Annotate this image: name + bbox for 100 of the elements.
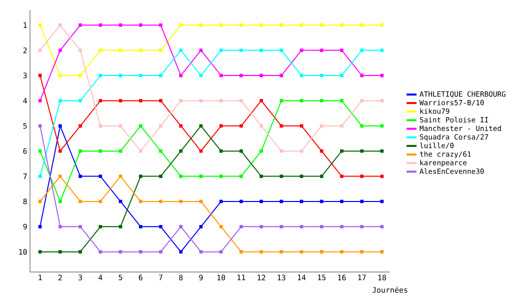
point [260, 124, 263, 128]
point [138, 48, 142, 52]
point [260, 149, 263, 153]
point [280, 124, 284, 128]
point [118, 23, 122, 27]
point [179, 174, 183, 178]
point [300, 174, 304, 178]
point [239, 48, 243, 52]
point [199, 23, 203, 27]
point [300, 250, 304, 254]
point [98, 224, 102, 228]
point [138, 74, 142, 78]
point [260, 98, 263, 102]
point [300, 124, 304, 128]
point [300, 23, 304, 27]
point [340, 149, 344, 153]
point [78, 48, 82, 52]
point [98, 98, 102, 102]
point [78, 23, 82, 27]
point [38, 48, 42, 52]
point [58, 250, 62, 254]
point [340, 200, 344, 204]
point [159, 200, 162, 204]
point [58, 124, 62, 128]
point [179, 149, 183, 153]
point [159, 149, 162, 153]
point [38, 250, 42, 254]
point [78, 250, 82, 254]
point [260, 48, 263, 52]
point [78, 98, 82, 102]
point [340, 98, 344, 102]
point [239, 149, 243, 153]
point [138, 224, 142, 228]
point [360, 224, 364, 228]
point [320, 23, 324, 27]
point [179, 74, 183, 78]
point [38, 98, 42, 102]
point [260, 250, 263, 254]
point [320, 74, 324, 78]
point [380, 149, 384, 153]
point [159, 224, 162, 228]
point [98, 250, 102, 254]
point [58, 224, 62, 228]
point [118, 224, 122, 228]
point [320, 250, 324, 254]
point [380, 23, 384, 27]
point [78, 224, 82, 228]
point [98, 74, 102, 78]
point [38, 200, 42, 204]
point [260, 74, 263, 78]
point [280, 250, 284, 254]
point [118, 174, 122, 178]
point [98, 48, 102, 52]
point [38, 224, 42, 228]
point [340, 74, 344, 78]
point [159, 48, 162, 52]
point [280, 98, 284, 102]
point [340, 224, 344, 228]
point [118, 124, 122, 128]
point [280, 174, 284, 178]
point [78, 200, 82, 204]
point [239, 200, 243, 204]
point [138, 174, 142, 178]
point [360, 98, 364, 102]
point [239, 224, 243, 228]
point [179, 98, 183, 102]
point [199, 174, 203, 178]
point [320, 98, 324, 102]
point [179, 200, 183, 204]
point [78, 174, 82, 178]
point [58, 98, 62, 102]
point [340, 48, 344, 52]
point [118, 48, 122, 52]
point [138, 200, 142, 204]
point [280, 149, 284, 153]
point [280, 200, 284, 204]
point [300, 98, 304, 102]
point [280, 74, 284, 78]
point [320, 149, 324, 153]
point [239, 124, 243, 128]
point [360, 74, 364, 78]
point [199, 48, 203, 52]
point [38, 174, 42, 178]
point [280, 224, 284, 228]
point [78, 124, 82, 128]
point [98, 149, 102, 153]
point [380, 250, 384, 254]
point [118, 149, 122, 153]
point [219, 250, 223, 254]
point [239, 250, 243, 254]
point [38, 124, 42, 128]
point [300, 224, 304, 228]
point [159, 74, 162, 78]
point [138, 23, 142, 27]
point [300, 149, 304, 153]
point [179, 224, 183, 228]
point [320, 174, 324, 178]
point [58, 48, 62, 52]
point [360, 124, 364, 128]
point [280, 48, 284, 52]
